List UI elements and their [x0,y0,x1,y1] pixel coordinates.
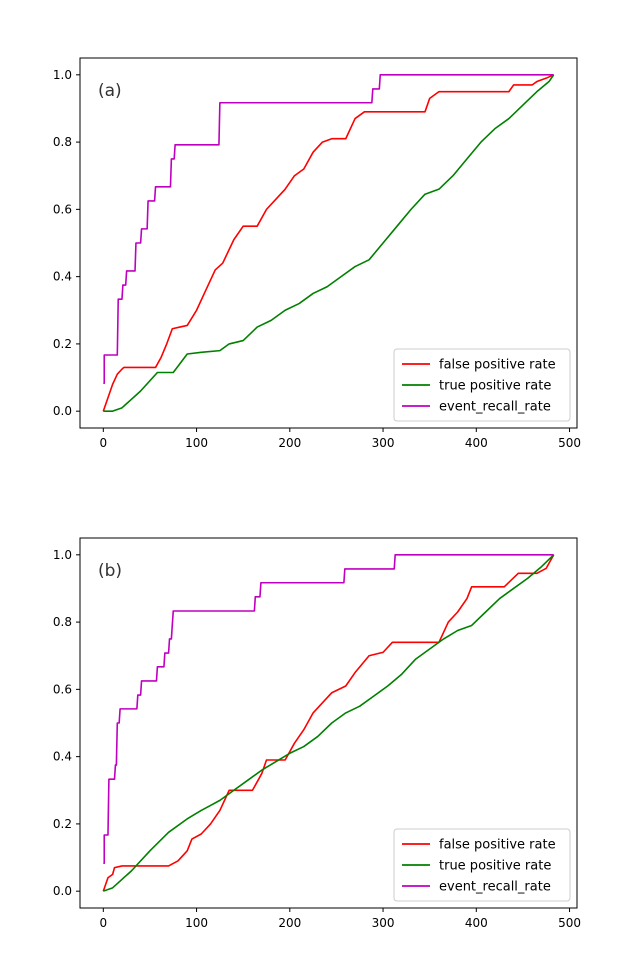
legend-label: false positive rate [439,358,556,373]
axes-frame [79,537,578,909]
y-tick-label: 0.4 [53,750,72,764]
legend-label: event_recall_rate [439,400,551,415]
y-tick-label: 0.8 [53,135,72,149]
x-tick-label: 300 [372,436,395,450]
x-tick-label: 200 [278,916,301,930]
axes-frame [79,57,578,429]
y-tick-label: 0.6 [53,202,72,216]
x-tick-label: 300 [372,916,395,930]
legend-box [393,348,571,422]
series-line-event-recall-rate [103,74,554,385]
y-tick-label: 1.0 [53,68,72,82]
y-tick-label: 1.0 [53,548,72,562]
panel-label: (b) [98,561,122,581]
x-tick-label: 100 [185,436,208,450]
legend: false positive rate true positive rate eve… [393,348,571,422]
x-tick-label: 0 [99,916,107,930]
series-line-event-recall-rate [103,554,554,865]
chart-panel-a: 0 100 200 300 400 500 0.0 0.2 0.4 0.6 0.8 1.0 (a) fal… [53,57,581,450]
x-tick-label: 200 [278,436,301,450]
y-tick-label: 0.2 [53,337,72,351]
panel-label: (a) [98,81,122,101]
y-tick-label: 0.0 [53,404,72,418]
series-line-false-positive-rate [102,554,555,892]
chart-panel-b: 0 100 200 300 400 500 0.0 0.2 0.4 0.6 0.8 1.0 (b) fal… [53,537,581,930]
series-group [102,74,555,412]
series-line-true-positive-rate [103,554,555,892]
x-tick-label: 500 [558,916,581,930]
series-line-true-positive-rate [103,74,555,412]
y-tick-label: 0.6 [53,682,72,696]
x-tick-label: 0 [99,436,107,450]
y-tick-label: 0.2 [53,817,72,831]
x-tick-label: 400 [465,436,488,450]
y-tick-label: 0.8 [53,615,72,629]
series-group [102,554,555,892]
legend-label: true positive rate [439,379,551,394]
legend-label: true positive rate [439,859,551,874]
x-tick-label: 100 [185,916,208,930]
series-line-false-positive-rate [102,74,555,412]
x-tick-label: 400 [465,916,488,930]
legend-label: false positive rate [439,838,556,853]
legend-box [393,828,571,902]
y-tick-label: 0.4 [53,270,72,284]
x-tick-label: 500 [558,436,581,450]
legend: false positive rate true positive rate eve… [393,828,571,902]
y-tick-label: 0.0 [53,884,72,898]
legend-label: event_recall_rate [439,880,551,895]
